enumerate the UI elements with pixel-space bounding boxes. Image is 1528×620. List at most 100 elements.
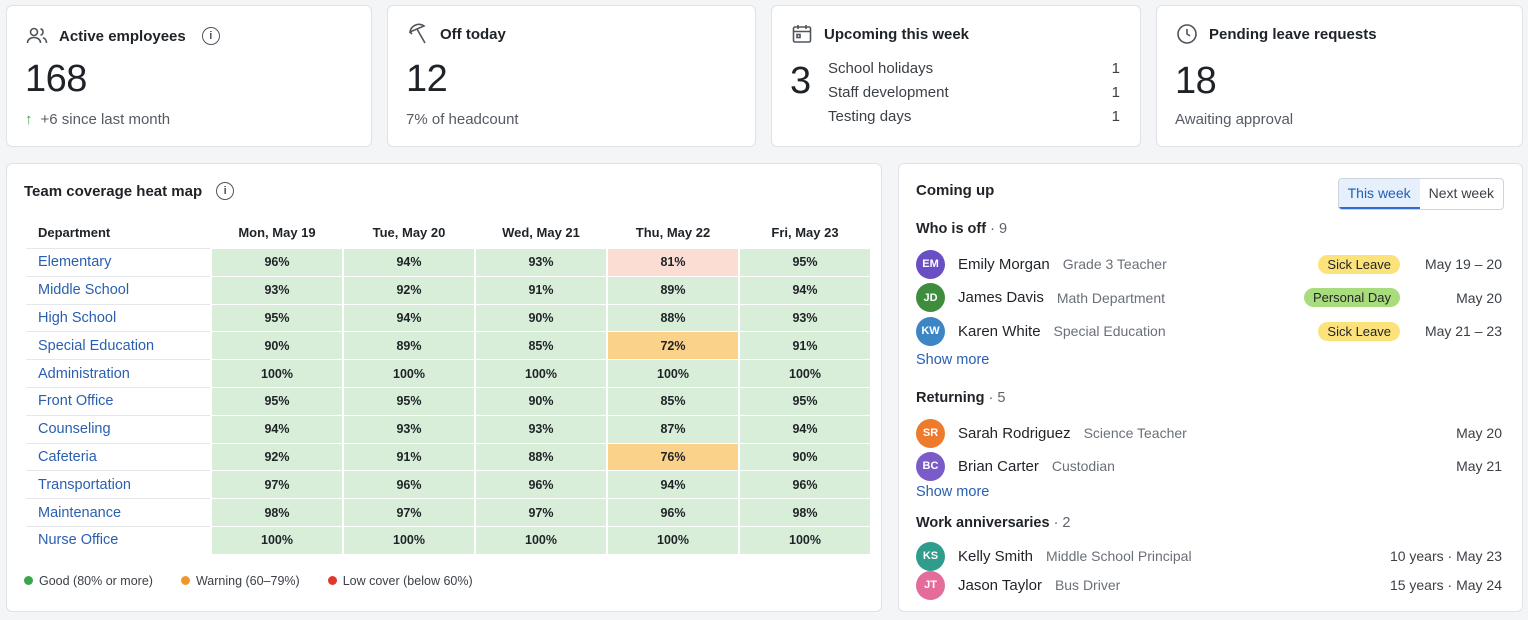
- coverage-cell: 93%: [212, 275, 342, 304]
- coverage-cell: 91%: [344, 442, 474, 471]
- coverage-cell: 90%: [212, 331, 342, 360]
- leave-type-badge: Sick Leave: [1318, 254, 1400, 274]
- table-row: Transportation 97% 96% 96% 94% 96%: [26, 470, 870, 499]
- coverage-cell: 95%: [212, 386, 342, 415]
- list-item[interactable]: JT Jason Taylor Bus Driver 15 years · May 2…: [916, 570, 1502, 600]
- department-link[interactable]: Elementary: [26, 248, 210, 276]
- date-text: May 21: [1456, 458, 1502, 474]
- person-name: James Davis: [958, 289, 1044, 306]
- coverage-cell: 93%: [476, 414, 606, 443]
- coverage-cell: 97%: [476, 498, 606, 526]
- coverage-cell: 100%: [476, 359, 606, 387]
- pending-value: 18: [1175, 60, 1217, 102]
- coverage-cell: 94%: [740, 275, 870, 304]
- show-more-link[interactable]: Show more: [916, 352, 990, 368]
- department-link[interactable]: Middle School: [26, 275, 210, 304]
- avatar: BC: [916, 451, 945, 481]
- legend-item-good: Good (80% or more): [24, 574, 153, 588]
- person-name: Brian Carter: [958, 457, 1039, 475]
- person-role: Custodian: [1051, 458, 1115, 474]
- coverage-cell: 100%: [212, 359, 342, 387]
- off-today-value: 12: [406, 58, 448, 100]
- coverage-cell: 96%: [212, 248, 342, 276]
- coverage-cell: 100%: [344, 359, 474, 387]
- person-role: Special Education: [1053, 323, 1166, 339]
- table-row: Administration 100% 100% 100% 100% 100%: [26, 359, 870, 387]
- list-item[interactable]: EM Emily Morgan Grade 3 Teacher Sick Leave M…: [916, 249, 1502, 279]
- tab-this-week[interactable]: This week: [1338, 179, 1420, 209]
- pending-header: Pending leave requests: [1175, 22, 1377, 46]
- table-row: Middle School 93% 92% 91% 89% 94%: [26, 275, 870, 304]
- coverage-cell: 87%: [608, 414, 738, 443]
- heatmap-header-row: Department Mon, May 19 Tue, May 20 Wed, …: [26, 216, 870, 248]
- person-role: Bus Driver: [1054, 577, 1121, 593]
- coverage-cell: 96%: [476, 470, 606, 499]
- info-icon[interactable]: i: [201, 27, 220, 45]
- coverage-cell: 88%: [608, 303, 738, 332]
- department-link[interactable]: Maintenance: [26, 498, 210, 526]
- anniversaries-title: Work anniversaries · 2: [916, 515, 1071, 531]
- day-header: Mon, May 19: [238, 224, 316, 240]
- date-text: May 19 – 20: [1424, 256, 1502, 272]
- coverage-cell: 100%: [212, 525, 342, 554]
- coverage-cell: 92%: [212, 442, 342, 471]
- department-link[interactable]: Administration: [26, 359, 210, 387]
- list-item[interactable]: JD James Davis Math Department Personal Day…: [916, 283, 1502, 313]
- upcoming-item: Testing days 1: [828, 108, 1120, 125]
- list-item[interactable]: BC Brian Carter Custodian May 21: [916, 451, 1502, 481]
- upcoming-value: 3: [790, 60, 811, 102]
- department-link[interactable]: High School: [26, 303, 210, 332]
- upcoming-item: School holidays 1: [828, 60, 1120, 77]
- department-link[interactable]: Cafeteria: [26, 442, 210, 471]
- leave-type-badge: Personal Day: [1303, 288, 1400, 307]
- coverage-cell: 94%: [212, 414, 342, 443]
- avatar: JD: [916, 283, 945, 312]
- upcoming-header: Upcoming this week: [790, 22, 969, 46]
- leave-type-badge: Sick Leave: [1318, 321, 1400, 341]
- department-link[interactable]: Counseling: [26, 414, 210, 443]
- coverage-cell: 97%: [344, 498, 474, 526]
- date-text: May 20: [1456, 289, 1502, 306]
- coverage-cell: 98%: [740, 498, 870, 526]
- coverage-cell: 94%: [608, 470, 738, 499]
- department-link[interactable]: Special Education: [26, 331, 210, 359]
- show-more-link[interactable]: Show more: [916, 484, 990, 500]
- person-name: Kelly Smith: [958, 547, 1034, 565]
- coverage-cell: 95%: [212, 303, 342, 332]
- active-employees-title: Active employees: [59, 27, 186, 45]
- coming-up-title: Coming up: [916, 182, 995, 199]
- table-row: Elementary 96% 94% 93% 81% 95%: [26, 248, 870, 276]
- date-text: May 20: [1456, 425, 1502, 441]
- date-text: May 21 – 23: [1424, 323, 1502, 339]
- off-today-card: Off today 12 7% of headcount: [387, 5, 756, 147]
- coverage-cell: 93%: [740, 303, 870, 332]
- department-link[interactable]: Nurse Office: [26, 525, 210, 554]
- list-item[interactable]: SR Sarah Rodriguez Science Teacher May 20: [916, 418, 1502, 448]
- coverage-cell: 90%: [476, 386, 606, 415]
- list-item[interactable]: KW Karen White Special Education Sick Leave…: [916, 316, 1502, 346]
- tab-next-week[interactable]: Next week: [1428, 185, 1494, 201]
- coverage-cell: 89%: [608, 275, 738, 304]
- calendar-icon: [792, 25, 812, 43]
- person-role: Science Teacher: [1083, 425, 1187, 441]
- list-item[interactable]: KS Kelly Smith Middle School Principal 10 y…: [916, 541, 1502, 571]
- off-today-sub: 7% of headcount: [406, 111, 519, 128]
- coverage-cell: 72%: [608, 331, 738, 360]
- upcoming-title: Upcoming this week: [824, 25, 970, 43]
- person-name: Jason Taylor: [958, 576, 1042, 594]
- heatmap-card: Team coverage heat map i Department Mon,…: [6, 163, 882, 612]
- active-employees-delta: ↑ +6 since last month: [25, 111, 171, 128]
- department-link[interactable]: Transportation: [26, 470, 210, 498]
- heatmap-body: Elementary 96% 94% 93% 81% 95% Middle School 93…: [26, 248, 870, 554]
- coverage-cell: 92%: [344, 275, 474, 304]
- coverage-cell: 94%: [344, 303, 474, 332]
- coverage-cell: 89%: [344, 331, 474, 360]
- department-link[interactable]: Front Office: [26, 386, 210, 415]
- coverage-cell: 93%: [344, 414, 474, 443]
- day-header: Fri, May 23: [771, 224, 839, 240]
- table-row: Counseling 94% 93% 93% 87% 94%: [26, 414, 870, 443]
- coverage-cell: 85%: [608, 386, 738, 415]
- pending-sub: Awaiting approval: [1175, 111, 1294, 128]
- info-icon[interactable]: i: [216, 182, 235, 200]
- department-header: Department: [38, 224, 111, 240]
